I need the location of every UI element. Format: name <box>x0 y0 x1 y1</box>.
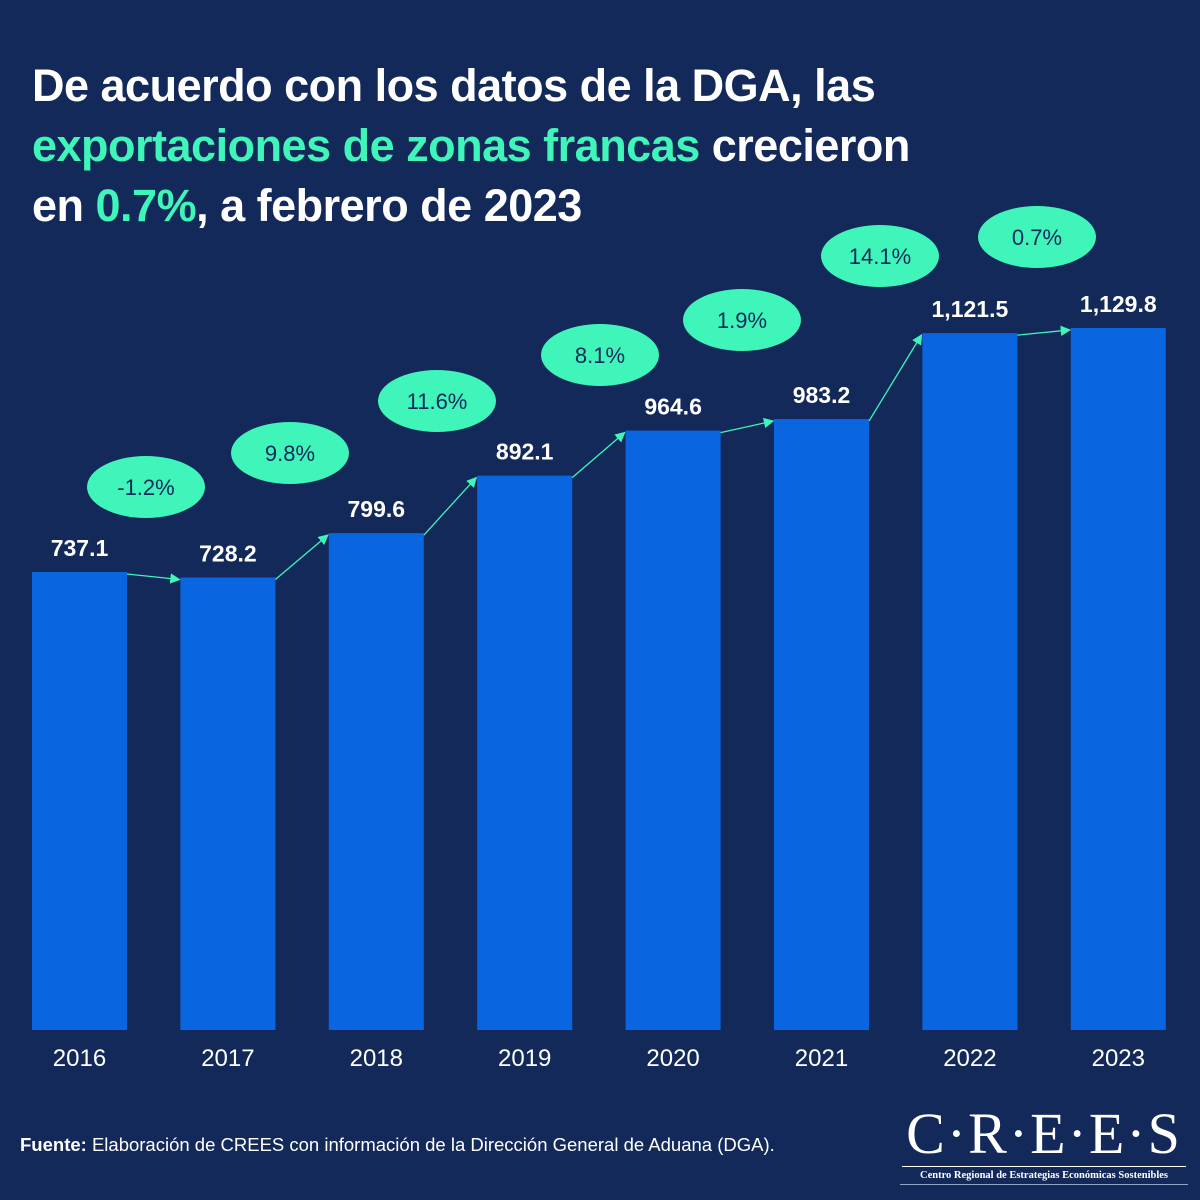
source-label: Fuente: <box>20 1134 87 1155</box>
growth-bubble <box>821 225 939 287</box>
growth-arrow <box>126 573 181 584</box>
bar-2022 <box>922 333 1018 1030</box>
growth-label: 14.1% <box>849 244 911 269</box>
bar-2021 <box>774 419 869 1030</box>
value-label: 892.1 <box>496 439 554 465</box>
x-tick-label: 2023 <box>1092 1045 1145 1072</box>
title-text: en <box>32 180 96 231</box>
growth-label: 1.9% <box>717 308 767 333</box>
growth-arrow <box>423 476 478 536</box>
logo-mark: C·R·E·E·S <box>906 1101 1182 1166</box>
growth-label: 8.1% <box>575 343 625 368</box>
bar-2023 <box>1070 327 1166 1031</box>
growth-arrow <box>720 417 775 434</box>
bar-2018 <box>328 533 424 1030</box>
growth-bubble <box>978 206 1096 268</box>
growth-bubble <box>541 324 659 386</box>
value-label: 728.2 <box>199 540 257 566</box>
title-text: crecieron <box>699 120 911 171</box>
bar-2017 <box>180 577 276 1030</box>
title-line-2: exportaciones de zonas francas crecieron <box>32 116 1182 176</box>
source-note: Fuente: Elaboración de CREES con informa… <box>20 1134 775 1156</box>
growth-arrow <box>571 431 626 479</box>
title-line-3: en 0.7%, a febrero de 2023 <box>32 176 1182 236</box>
bar-2016 <box>32 571 127 1030</box>
value-label: 1,121.5 <box>932 296 1009 322</box>
value-label: 737.1 <box>51 535 109 561</box>
x-tick-label: 2016 <box>53 1045 106 1072</box>
growth-bubble <box>683 289 801 351</box>
growth-label: 0.7% <box>1012 225 1062 250</box>
x-tick-label: 2018 <box>350 1045 403 1072</box>
growth-arrow <box>1017 325 1072 337</box>
x-tick-label: 2020 <box>646 1045 699 1072</box>
title-highlight-growth: 0.7% <box>95 180 197 231</box>
growth-bubble <box>87 456 205 518</box>
growth-bubble <box>378 370 496 432</box>
bar-2020 <box>625 430 721 1031</box>
bar-chart: 737.1 2016 728.2 2017 799.6 2018 892.1 2019 964.… <box>32 206 1166 1072</box>
x-tick-label: 2017 <box>201 1045 254 1072</box>
growth-arrow <box>274 534 329 580</box>
crees-logo: C·R·E·E·S Centro Regional de Estrategias… <box>900 1104 1188 1185</box>
value-label: 1,129.8 <box>1080 291 1157 317</box>
logo-subtitle: Centro Regional de Estrategias Económica… <box>900 1170 1188 1185</box>
value-label: 983.2 <box>793 382 851 408</box>
value-label: 964.6 <box>644 394 702 420</box>
title-line-1: De acuerdo con los datos de la DGA, las <box>32 60 876 111</box>
x-tick-label: 2019 <box>498 1045 551 1072</box>
growth-bubble <box>231 422 349 484</box>
growth-label: 9.8% <box>265 441 315 466</box>
growth-label: -1.2% <box>117 475 174 500</box>
growth-arrow <box>868 333 923 422</box>
x-tick-label: 2021 <box>795 1045 848 1072</box>
value-label: 799.6 <box>348 496 406 522</box>
chart-title: De acuerdo con los datos de la DGA, las … <box>32 56 1182 236</box>
title-highlight: exportaciones de zonas francas <box>32 120 700 171</box>
x-tick-label: 2022 <box>943 1045 996 1072</box>
growth-label: 11.6% <box>407 389 468 414</box>
source-text: Elaboración de CREES con información de … <box>86 1134 775 1155</box>
bar-2019 <box>477 475 573 1030</box>
title-text: , a febrero de 2023 <box>196 180 582 231</box>
